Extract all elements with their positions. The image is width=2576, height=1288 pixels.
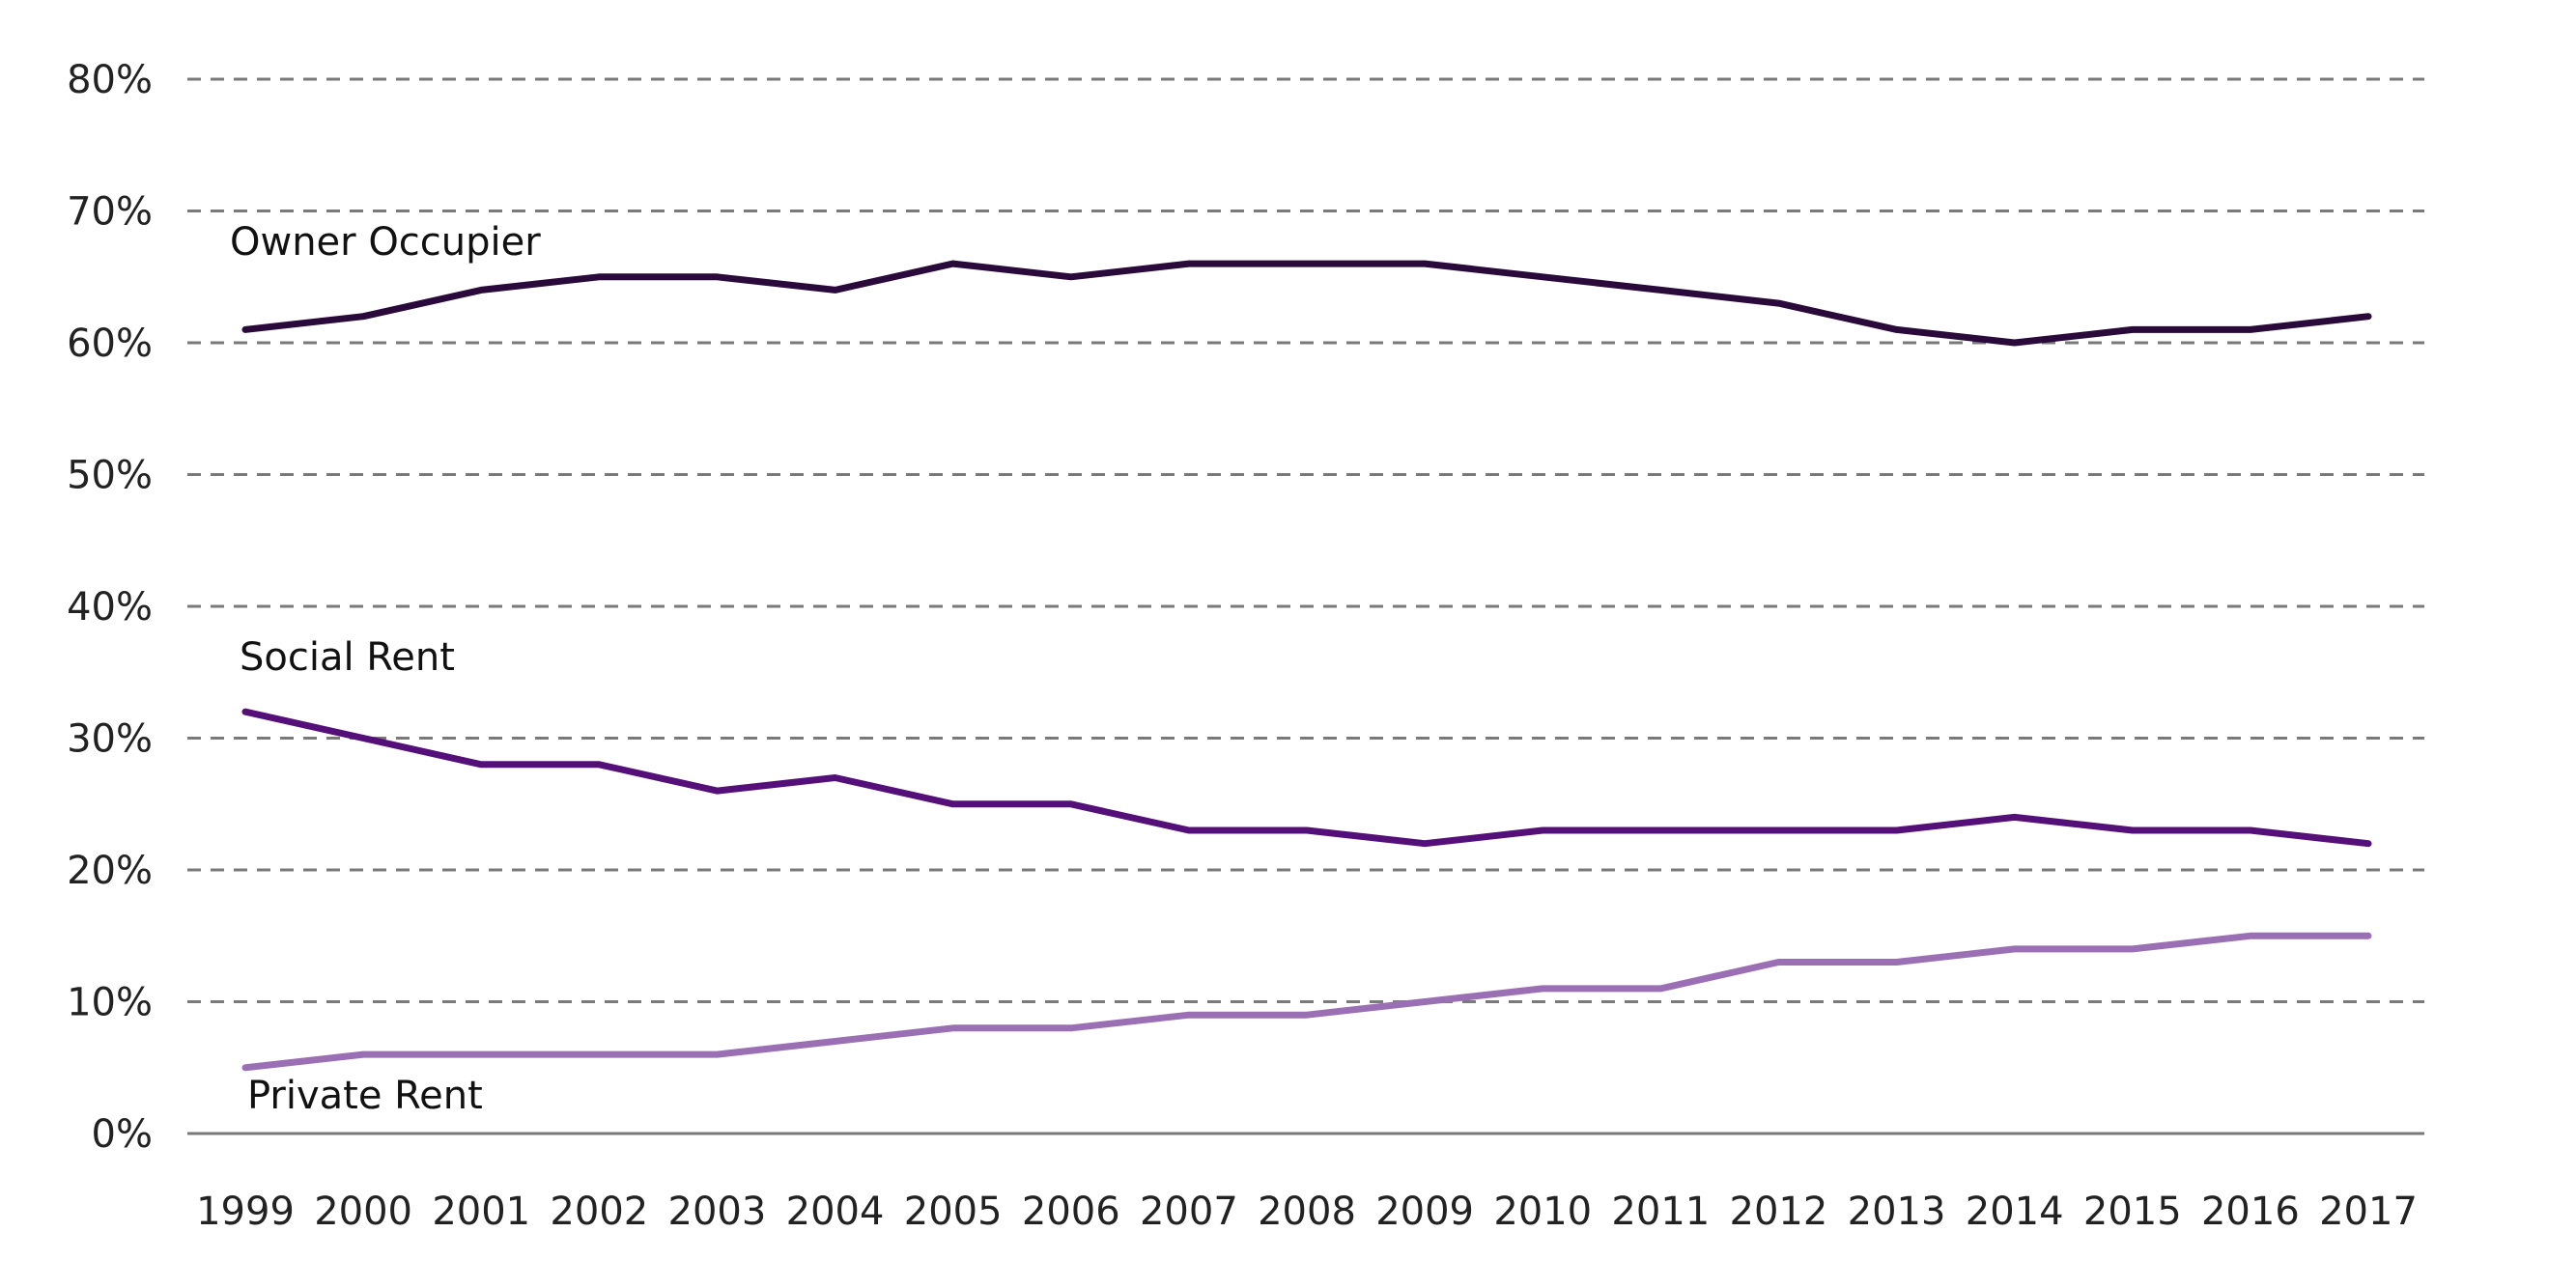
x-tick-label: 2009 <box>1375 1190 1474 1234</box>
series-line-social-rent <box>241 708 2372 848</box>
y-tick-label: 10% <box>67 981 153 1025</box>
series-label-owner-occupier: Owner Occupier <box>230 220 541 265</box>
series-line-owner-occupier <box>241 260 2372 347</box>
y-axis-tick-labels: 0% 10% 20% 30% 40% 50% 60% 70% 80% <box>67 58 153 1157</box>
x-tick-label: 2003 <box>668 1190 767 1234</box>
x-tick-label: 2001 <box>432 1190 530 1234</box>
x-axis-tick-labels: 1999 2000 2001 2002 2003 2004 2005 2006 2007 2008… <box>196 1190 2418 1234</box>
y-tick-label: 30% <box>67 717 153 762</box>
x-tick-label: 2006 <box>1022 1190 1120 1234</box>
x-tick-label: 2002 <box>550 1190 648 1234</box>
grid-layer <box>187 77 2424 1135</box>
series-layer <box>241 260 2372 1072</box>
x-tick-label: 1999 <box>196 1190 295 1234</box>
series-labels: Owner Occupier Social Rent Private Rent <box>230 220 541 1118</box>
x-tick-label: 2000 <box>314 1190 412 1234</box>
x-tick-label: 2010 <box>1493 1190 1592 1234</box>
x-tick-label: 2007 <box>1140 1190 1238 1234</box>
x-tick-label: 2016 <box>2201 1190 2300 1234</box>
y-tick-label: 70% <box>67 190 153 235</box>
y-tick-label: 0% <box>92 1112 153 1157</box>
y-tick-label: 40% <box>67 585 153 630</box>
y-tick-label: 50% <box>67 454 153 498</box>
x-tick-label: 2015 <box>2083 1190 2182 1234</box>
y-tick-label: 60% <box>67 322 153 366</box>
x-tick-label: 2005 <box>904 1190 1003 1234</box>
x-tick-label: 2017 <box>2319 1190 2418 1234</box>
series-line-private-rent <box>241 932 2372 1072</box>
x-tick-label: 2008 <box>1258 1190 1356 1234</box>
x-tick-label: 2011 <box>1611 1190 1710 1234</box>
x-tick-label: 2014 <box>1966 1190 2064 1234</box>
x-tick-label: 2012 <box>1730 1190 1828 1234</box>
y-tick-label: 80% <box>67 58 153 102</box>
y-tick-label: 20% <box>67 849 153 893</box>
series-label-private-rent: Private Rent <box>247 1074 483 1118</box>
x-tick-label: 2004 <box>786 1190 885 1234</box>
series-label-social-rent: Social Rent <box>240 635 455 680</box>
x-tick-label: 2013 <box>1848 1190 1946 1234</box>
